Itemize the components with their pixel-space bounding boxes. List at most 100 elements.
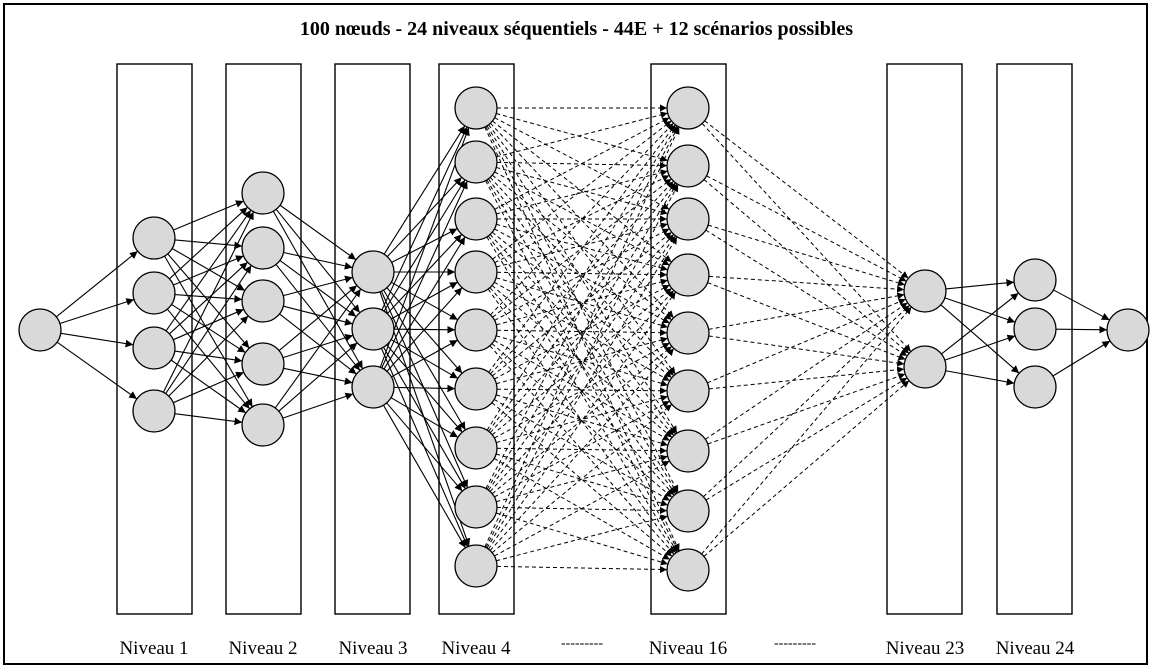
node-l5-2 bbox=[666, 144, 710, 188]
edge-start-l1 bbox=[60, 332, 134, 348]
node-l2-3 bbox=[241, 279, 285, 323]
node-l5-8 bbox=[666, 489, 710, 533]
node-l5-7 bbox=[666, 429, 710, 473]
edge-l4-l16 bbox=[491, 345, 673, 495]
node-l6-2 bbox=[903, 345, 947, 389]
node-l4-8 bbox=[454, 485, 498, 529]
edge-l2-l3 bbox=[283, 305, 353, 326]
edge-l23-l24 bbox=[945, 279, 1015, 290]
edge-l1-l2 bbox=[170, 359, 247, 414]
edge-l24-end bbox=[1053, 289, 1110, 321]
edge-l4-l16 bbox=[494, 228, 670, 324]
node-l2-5 bbox=[241, 403, 285, 447]
edge-l16-l23 bbox=[703, 380, 910, 557]
edge-l4-l16 bbox=[492, 120, 672, 263]
edge-l4-l16 bbox=[486, 236, 678, 553]
edge-l4-l16 bbox=[486, 125, 678, 431]
edge-l4-l16 bbox=[489, 348, 675, 551]
diagram-title: 100 nœuds - 24 niveaux séquentiels - 44E… bbox=[299, 18, 854, 40]
node-l4-2 bbox=[454, 140, 498, 184]
edge-l3-l4 bbox=[383, 236, 466, 370]
edge-l4-l16 bbox=[491, 287, 673, 436]
level-3-label: Niveau 3 bbox=[338, 638, 408, 659]
level-16-label: Niveau 16 bbox=[648, 638, 728, 659]
edge-l4-l16 bbox=[496, 514, 668, 562]
edge-l23-l24 bbox=[944, 297, 1016, 324]
edge-l4-l16 bbox=[490, 122, 674, 319]
edge-l2-l3 bbox=[279, 260, 357, 317]
edge-l16-l23 bbox=[707, 224, 906, 287]
edge-l4-l16 bbox=[494, 460, 670, 557]
edge-l3-l4 bbox=[383, 179, 466, 312]
edge-l2-l3 bbox=[279, 313, 357, 375]
edge-l16-l23 bbox=[703, 304, 910, 498]
edge-l4-l16 bbox=[496, 454, 668, 503]
edge-l1-l2 bbox=[173, 200, 244, 231]
edge-l1-l2 bbox=[168, 315, 249, 397]
edge-l1-l2 bbox=[165, 209, 252, 332]
node-l5-4 bbox=[666, 253, 710, 297]
edge-l4-l16 bbox=[491, 285, 673, 438]
level-23-label: Niveau 23 bbox=[885, 638, 965, 659]
end-node bbox=[1106, 308, 1150, 352]
edge-l4-l16 bbox=[496, 394, 668, 447]
node-l3-2 bbox=[351, 307, 395, 351]
node-l3-1 bbox=[351, 250, 395, 294]
edge-l2-l3 bbox=[283, 275, 353, 297]
node-l2-4 bbox=[241, 342, 285, 386]
edge-l3-l4 bbox=[390, 397, 459, 438]
edge-l16-l23 bbox=[708, 275, 905, 293]
level-2-label: Niveau 2 bbox=[228, 638, 298, 659]
level-box-4 bbox=[438, 63, 515, 615]
edge-l4-l16 bbox=[489, 234, 675, 433]
edge-l4-l16 bbox=[488, 124, 676, 373]
node-l5-5 bbox=[666, 311, 710, 355]
edge-l1-l2 bbox=[171, 248, 246, 291]
edge-l4-l16 bbox=[491, 231, 673, 379]
edge-l4-l16 bbox=[496, 336, 668, 385]
edge-l4-l16 bbox=[491, 403, 673, 554]
edge-l1-l2 bbox=[171, 304, 246, 353]
edge-l1-l2 bbox=[173, 371, 244, 404]
edge-l3-l4 bbox=[391, 339, 458, 378]
edge-l16-l23 bbox=[703, 179, 910, 354]
edge-l24-end bbox=[1055, 325, 1108, 334]
node-l4-3 bbox=[454, 197, 498, 241]
edge-l3-l4 bbox=[391, 281, 458, 320]
edge-l4-l16 bbox=[484, 126, 680, 548]
separator-right: --------- bbox=[774, 636, 816, 651]
level-24-label: Niveau 24 bbox=[995, 638, 1075, 659]
edge-l16-l23 bbox=[704, 120, 909, 279]
edge-l2-l3 bbox=[278, 342, 358, 412]
edge-l23-l24 bbox=[940, 304, 1020, 374]
edge-l3-l4 bbox=[386, 287, 463, 372]
edge-start-l1 bbox=[56, 341, 138, 400]
node-l5-3 bbox=[666, 197, 710, 241]
edge-l4-l16 bbox=[485, 184, 679, 548]
edge-l4-l16 bbox=[491, 402, 673, 557]
node-l7-2 bbox=[1013, 307, 1057, 351]
edge-start-l1 bbox=[55, 250, 139, 318]
edge-l16-l23 bbox=[705, 302, 908, 440]
edge-l4-l16 bbox=[484, 126, 680, 552]
edge-l4-l16 bbox=[496, 565, 668, 573]
edge-l3-l4 bbox=[381, 180, 468, 369]
edge-l4-l16 bbox=[496, 113, 668, 162]
edge-l4-l16 bbox=[492, 231, 672, 377]
node-l3-3 bbox=[351, 365, 395, 409]
edge-l16-l23 bbox=[701, 306, 912, 555]
node-l1-2 bbox=[132, 271, 176, 315]
edge-l16-l23 bbox=[708, 292, 905, 330]
edge-l4-l16 bbox=[488, 178, 676, 435]
edge-l4-l16 bbox=[496, 169, 668, 215]
level-4-label: Niveau 4 bbox=[441, 638, 511, 659]
edge-l4-l16 bbox=[496, 223, 668, 272]
edge-l4-l16 bbox=[489, 234, 675, 436]
edge-l4-l16 bbox=[496, 222, 668, 268]
node-l4-9 bbox=[454, 544, 498, 588]
edge-l2-l3 bbox=[274, 288, 362, 409]
edge-l16-l23 bbox=[708, 366, 905, 390]
node-l1-1 bbox=[132, 216, 176, 260]
edge-l16-l23 bbox=[706, 175, 907, 282]
